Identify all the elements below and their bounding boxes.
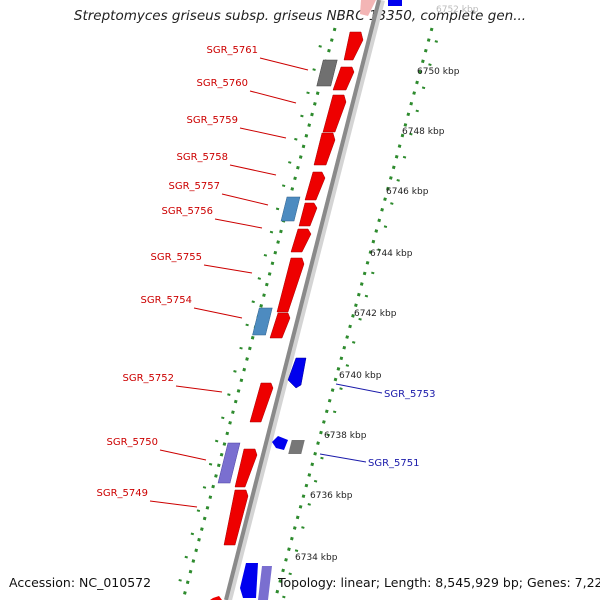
gene-arrow-sgr-5749 <box>223 489 249 546</box>
gene-arrow-top-faded <box>360 0 376 16</box>
scale-label: 6746 kbp <box>386 187 429 197</box>
gene-arrow-sgr-5756a <box>298 202 318 227</box>
gene-label-sgr_5760[interactable]: SGR_5760 <box>197 78 249 89</box>
gene-reverse-top <box>388 0 402 6</box>
scale-label: 6734 kbp <box>295 553 338 563</box>
leader-line <box>239 127 287 139</box>
gene-label-sgr_5759[interactable]: SGR_5759 <box>187 115 239 126</box>
gene-arrow-bottom <box>210 596 222 600</box>
label-leader-lines <box>149 57 383 508</box>
sequence-axis <box>224 0 385 600</box>
gene-label-sgr_5756[interactable]: SGR_5756 <box>162 206 214 217</box>
gene-gray-sgr-5751b <box>288 440 305 454</box>
map-title: Streptomyces griseus subsp. griseus NBRC… <box>73 8 527 24</box>
gene-arrow-sgr-5758 <box>313 132 336 166</box>
scale-label: 6736 kbp <box>310 491 353 501</box>
dotted-track-borders <box>173 27 442 600</box>
feature-gray-1 <box>316 59 338 87</box>
gene-arrow-sgr-5756b <box>290 228 312 253</box>
gene-arrow-sgr-5751a <box>272 436 288 450</box>
leader-line <box>221 193 269 206</box>
gene-arrow-sgr-5760 <box>332 66 355 91</box>
scale-label: 6744 kbp <box>370 249 413 259</box>
gene-label-sgr_5761[interactable]: SGR_5761 <box>207 45 259 56</box>
feature-blue-2 <box>252 307 273 336</box>
gene-features <box>210 0 402 600</box>
leader-line <box>175 385 223 393</box>
gene-labels[interactable]: SGR_5761 SGR_5760 SGR_5759 SGR_5758 SGR_5757… <box>97 45 436 499</box>
gene-arrow-rev-bottom-2 <box>258 566 272 600</box>
leader-line <box>159 449 207 461</box>
feature-blue-1 <box>280 196 301 222</box>
gene-label-sgr_5752[interactable]: SGR_5752 <box>123 373 175 384</box>
gene-arrow-sgr-5750 <box>234 448 258 488</box>
gene-arrow-sgr-5759 <box>322 94 347 133</box>
gene-label-sgr_5749[interactable]: SGR_5749 <box>97 488 149 499</box>
gene-arrow-sgr-5754 <box>269 312 291 339</box>
gene-label-sgr_5750[interactable]: SGR_5750 <box>107 437 159 448</box>
gene-arrow-sgr-5761 <box>343 31 364 61</box>
gene-arrow-sgr-5753 <box>287 357 307 389</box>
gene-arrow-sgr-5752 <box>249 382 274 423</box>
topology-text: Topology: linear; Length: 8,545,929 bp; … <box>278 575 600 590</box>
gene-arrow-sgr-5755 <box>276 257 305 313</box>
scale-label: 6752 kbp <box>436 5 479 15</box>
gene-label-sgr_5755[interactable]: SGR_5755 <box>151 252 203 263</box>
leader-line <box>149 500 198 508</box>
leader-line <box>214 218 263 229</box>
feature-purple-1 <box>217 442 241 484</box>
gene-label-sgr_5751[interactable]: SGR_5751 <box>368 458 420 469</box>
scale-label: 6740 kbp <box>339 371 382 381</box>
accession-text: Accession: NC_010572 <box>9 575 152 590</box>
leader-line <box>203 264 253 274</box>
scale-label: 6738 kbp <box>324 431 367 441</box>
leader-line <box>259 57 309 71</box>
gene-label-sgr_5753[interactable]: SGR_5753 <box>384 389 436 400</box>
gene-arrow-rev-bottom <box>240 563 258 598</box>
gene-label-sgr_5754[interactable]: SGR_5754 <box>141 295 193 306</box>
gene-label-sgr_5758[interactable]: SGR_5758 <box>177 152 229 163</box>
scale-label: 6748 kbp <box>402 127 445 137</box>
leader-line <box>193 307 243 319</box>
gene-label-sgr_5757[interactable]: SGR_5757 <box>169 181 221 192</box>
scale-label: 6742 kbp <box>354 309 397 319</box>
scale-labels: 6752 kbp 6750 kbp 6748 kbp 6746 kbp 6744 kbp… <box>295 5 479 563</box>
gene-arrow-sgr-5757 <box>304 171 326 201</box>
leader-line <box>229 164 277 176</box>
leader-line <box>249 90 297 104</box>
leader-line <box>319 453 367 463</box>
leader-line <box>335 383 383 394</box>
scale-label: 6750 kbp <box>417 67 460 77</box>
track-right-inner <box>281 27 442 600</box>
